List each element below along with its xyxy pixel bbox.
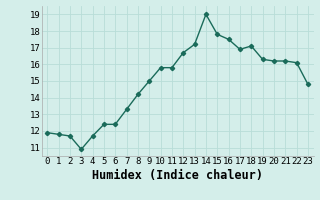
X-axis label: Humidex (Indice chaleur): Humidex (Indice chaleur): [92, 169, 263, 182]
